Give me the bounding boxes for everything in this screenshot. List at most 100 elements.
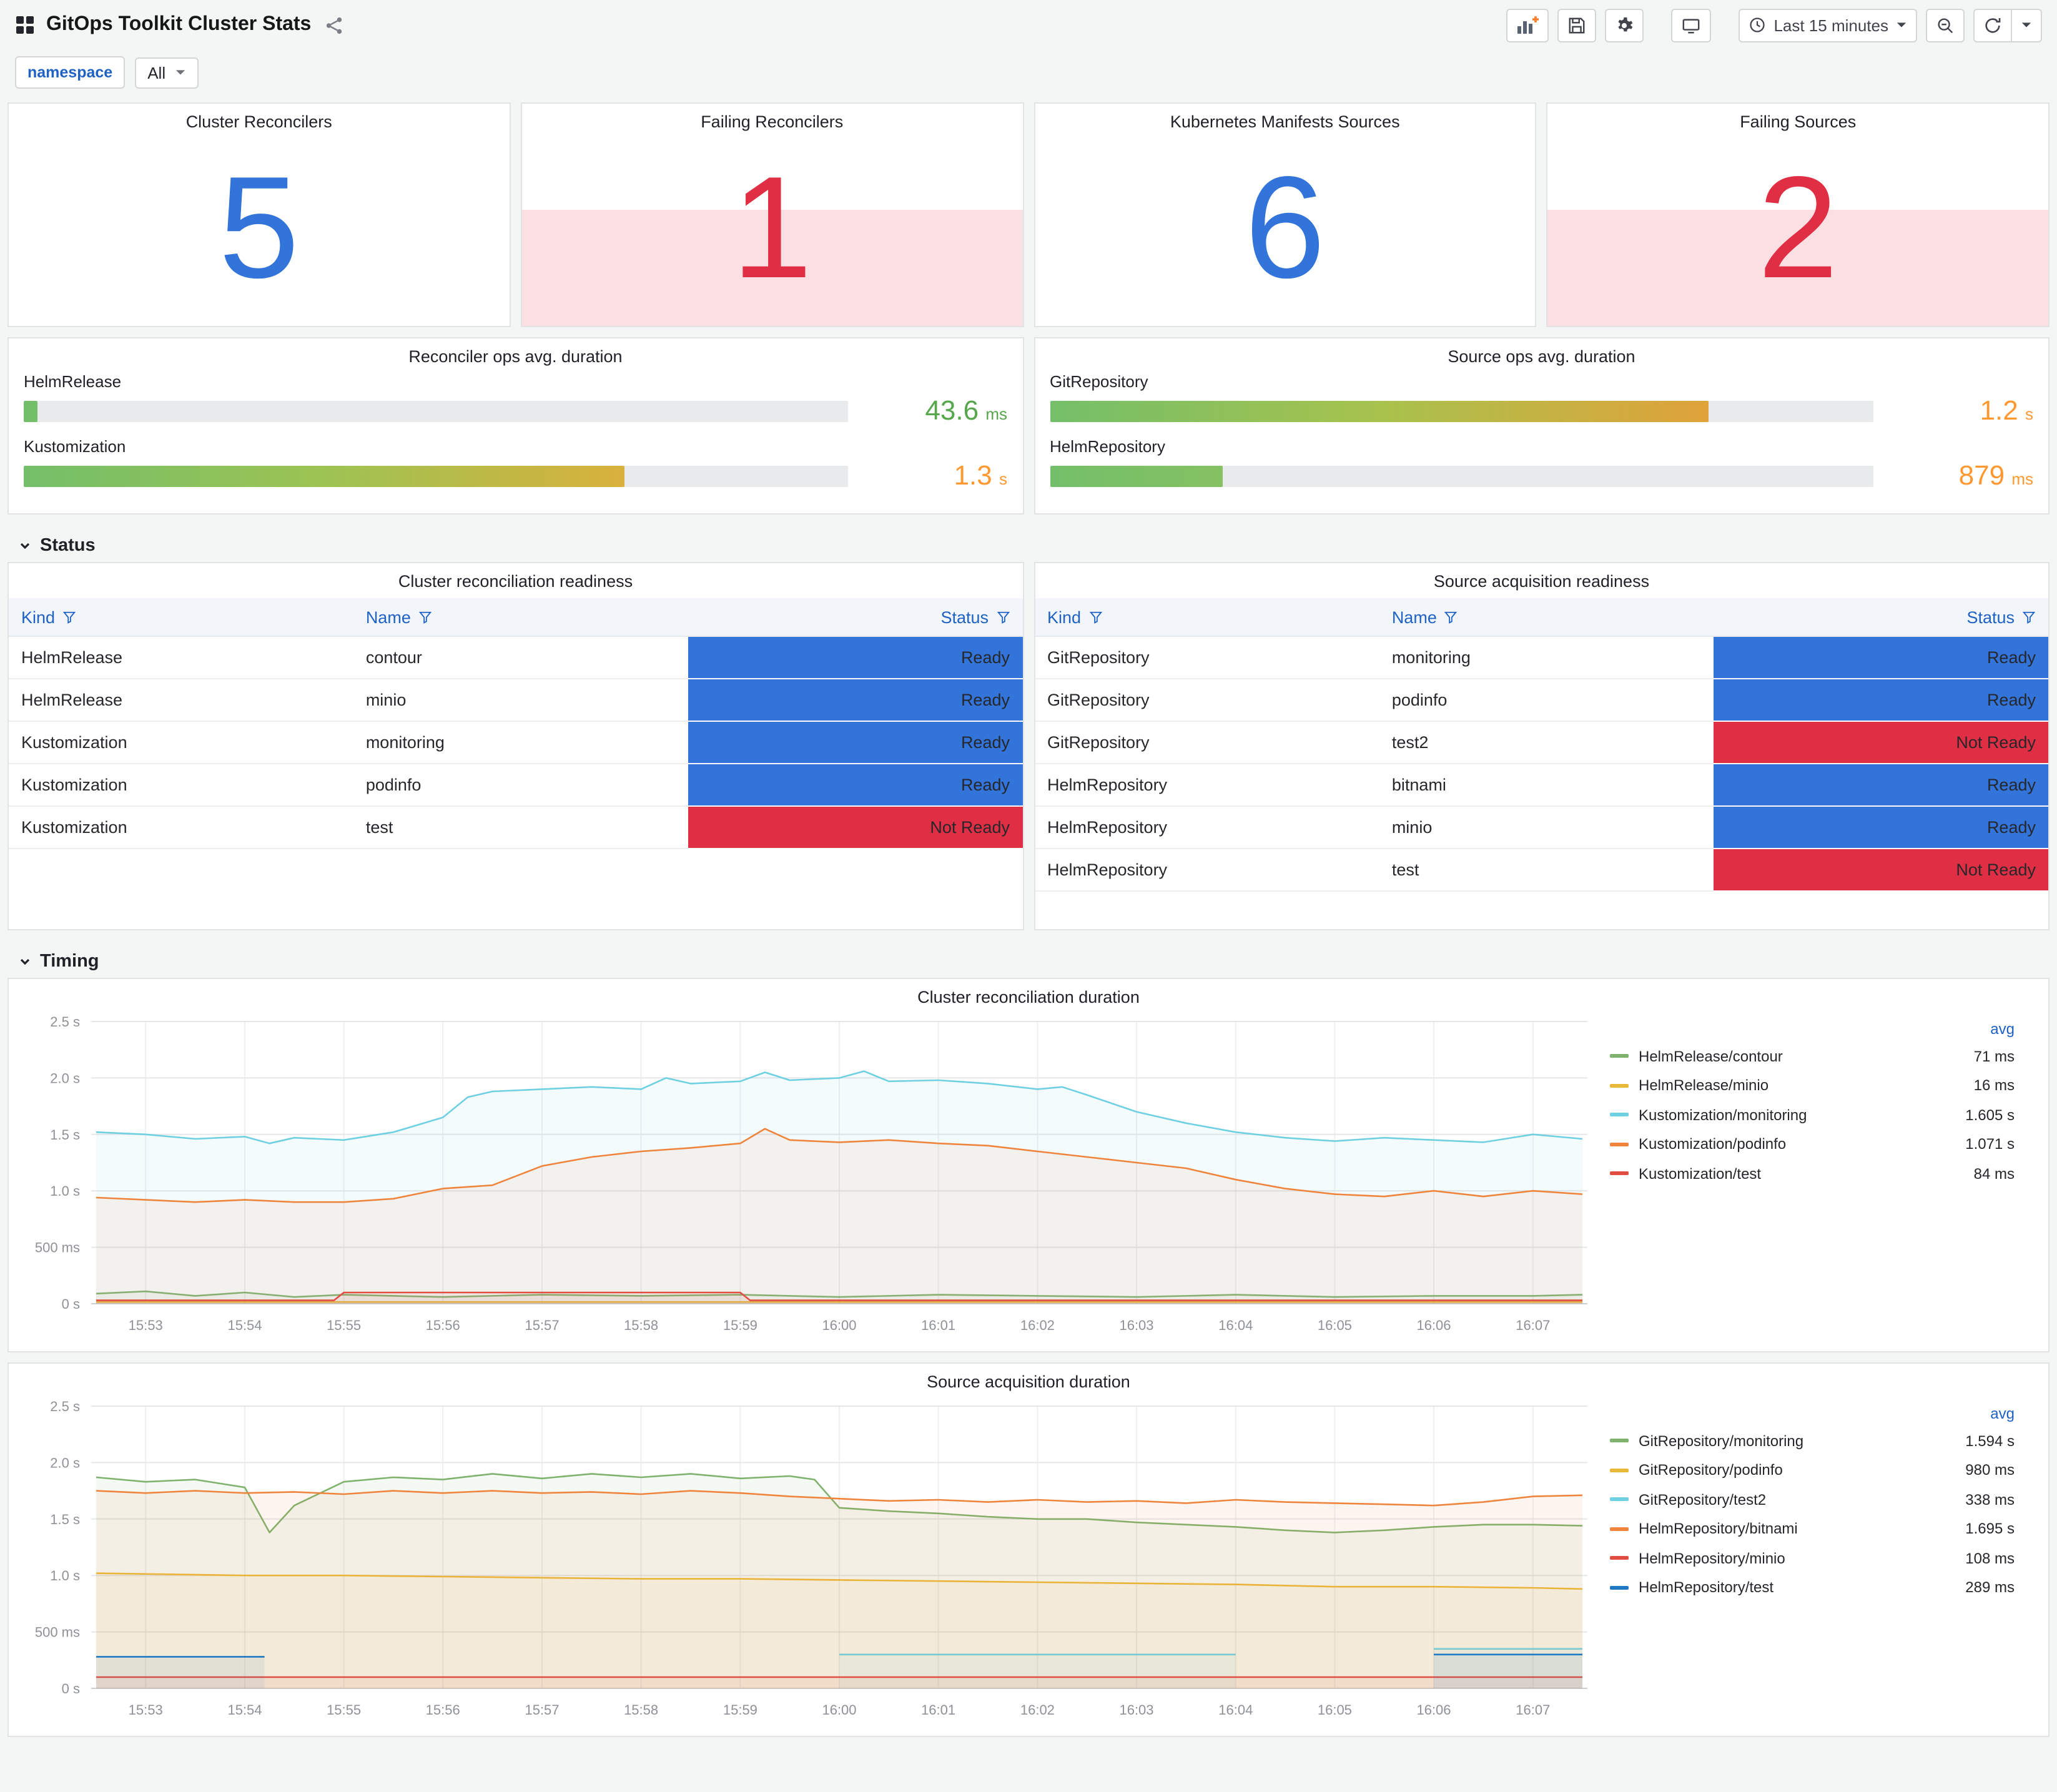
svg-text:16:00: 16:00 [822, 1317, 856, 1333]
panel-title[interactable]: Failing Sources [1740, 112, 1857, 131]
timeseries-plot[interactable]: 15:53 15:54 15:55 15:56 15:57 15:58 15:59 16:00… [11, 1394, 1605, 1726]
gauge-body: GitRepository 1.2 s HelmRepository 879 ms [1050, 372, 2033, 492]
svg-text:2.5 s: 2.5 s [50, 1399, 80, 1414]
stats-row: Cluster Reconcilers 5 Failing Reconciler… [7, 102, 2050, 327]
column-header-kind[interactable]: Kind [9, 598, 353, 637]
svg-text:16:06: 16:06 [1416, 1317, 1451, 1333]
svg-text:1.0 s: 1.0 s [50, 1568, 80, 1583]
legend-item[interactable]: GitRepository/podinfo 980 ms [1610, 1455, 2015, 1485]
svg-text:16:03: 16:03 [1119, 1317, 1153, 1333]
svg-text:500 ms: 500 ms [35, 1625, 80, 1640]
legend-item[interactable]: HelmRelease/contour 71 ms [1610, 1041, 2015, 1071]
time-picker-button[interactable]: Last 15 minutes [1739, 8, 1917, 42]
column-header-name[interactable]: Name [353, 598, 688, 637]
legend-item[interactable]: Kustomization/monitoring 1.605 s [1610, 1100, 2015, 1130]
legend-series-color [1610, 1439, 1629, 1443]
legend-item[interactable]: HelmRepository/minio 108 ms [1610, 1543, 2015, 1573]
add-panel-button[interactable] [1506, 8, 1549, 42]
legend-series-color [1610, 1497, 1629, 1502]
stat-panel: Cluster Reconcilers 5 [7, 102, 511, 327]
svg-text:16:01: 16:01 [921, 1317, 955, 1333]
panel-title[interactable]: Cluster reconciliation readiness [398, 572, 633, 591]
timeseries-plot[interactable]: 15:53 15:54 15:55 15:56 15:57 15:58 15:59 16:00… [11, 1009, 1605, 1341]
legend-item[interactable]: Kustomization/test 84 ms [1610, 1159, 2015, 1188]
section-toggle-timing[interactable]: Timing [7, 943, 2050, 978]
column-header-name[interactable]: Name [1379, 598, 1714, 637]
table-row: Kustomization test Not Ready [9, 806, 1022, 849]
legend-item[interactable]: HelmRelease/minio 16 ms [1610, 1071, 2015, 1100]
panel-title[interactable]: Failing Reconcilers [701, 112, 844, 131]
legend-series-color [1610, 1527, 1629, 1531]
legend-series-avg: 16 ms [1973, 1076, 2015, 1095]
column-header-kind[interactable]: Kind [1035, 598, 1379, 637]
legend-item[interactable]: HelmRepository/bitnami 1.695 s [1610, 1514, 2015, 1543]
stat-value: 1 [731, 146, 812, 308]
caret-down-icon [2021, 22, 2031, 27]
legend-series-avg: 71 ms [1973, 1047, 2015, 1065]
legend-series-name: Kustomization/test [1639, 1164, 1762, 1183]
gauge-value: 1.3 s [954, 460, 1007, 491]
legend-item[interactable]: HelmRepository/test 289 ms [1610, 1573, 2015, 1602]
panel-title[interactable]: Source acquisition readiness [1433, 572, 1650, 591]
refresh-button[interactable] [1973, 8, 2012, 42]
legend-series-name: HelmRepository/test [1639, 1578, 1774, 1597]
panel-title[interactable]: Kubernetes Manifests Sources [1170, 112, 1400, 131]
cell-kind: HelmRepository [1035, 849, 1379, 892]
refresh-interval-dropdown[interactable] [2012, 8, 2042, 42]
zoom-out-button[interactable] [1926, 8, 1965, 42]
panel-title[interactable]: Cluster Reconcilers [185, 112, 332, 131]
chart-legend: avg GitRepository/monitoring 1.594 s GitRep… [1605, 1394, 2030, 1726]
cell-name: test2 [1379, 721, 1714, 764]
svg-text:16:04: 16:04 [1218, 1702, 1253, 1718]
stat-value: 6 [1245, 146, 1326, 308]
legend-item[interactable]: GitRepository/test2 338 ms [1610, 1485, 2015, 1514]
readiness-table: Kind Name Status GitRepository monitoring… [1035, 598, 2048, 892]
dashboard-settings-button[interactable] [1605, 8, 1644, 42]
cell-status: Ready [1714, 806, 2048, 849]
legend-item[interactable]: GitRepository/monitoring 1.594 s [1610, 1426, 2015, 1455]
cell-status: Not Ready [688, 806, 1022, 849]
section-title: Status [40, 536, 96, 556]
legend-series-color [1610, 1083, 1629, 1088]
column-header-status[interactable]: Status [688, 598, 1022, 637]
legend-avg-header[interactable]: avg [1990, 1405, 2015, 1422]
legend-series-name: HelmRelease/contour [1639, 1047, 1783, 1065]
caret-down-icon [175, 70, 185, 75]
panel-title[interactable]: Reconciler ops avg. duration [408, 347, 623, 366]
legend-series-name: GitRepository/test2 [1639, 1490, 1767, 1509]
share-icon[interactable] [325, 16, 343, 34]
cell-kind: Kustomization [9, 721, 353, 764]
cell-kind: GitRepository [1035, 721, 1379, 764]
svg-text:15:57: 15:57 [525, 1702, 559, 1718]
panel-title[interactable]: Source ops avg. duration [1448, 347, 1635, 366]
zoom-out-icon [1938, 17, 1953, 33]
panel-title[interactable]: Source acquisition duration [927, 1372, 1130, 1391]
svg-text:0 s: 0 s [62, 1681, 80, 1696]
column-header-status[interactable]: Status [1714, 598, 2048, 637]
table-row: Kustomization monitoring Ready [9, 721, 1022, 764]
dashboard-grid-icon[interactable] [15, 15, 35, 35]
variable-namespace-label[interactable]: namespace [15, 56, 126, 89]
svg-text:15:59: 15:59 [723, 1317, 757, 1333]
cell-status: Ready [688, 764, 1022, 807]
legend-avg-header[interactable]: avg [1990, 1020, 2015, 1038]
table-row: Kustomization podinfo Ready [9, 764, 1022, 807]
legend-series-color [1610, 1113, 1629, 1117]
gauge-label: GitRepository [1050, 372, 1148, 391]
save-icon [1569, 17, 1585, 33]
cell-name: test [1379, 849, 1714, 892]
chevron-down-icon [20, 543, 30, 549]
cycle-view-button[interactable] [1671, 8, 1712, 42]
legend-series-color [1610, 1556, 1629, 1560]
filter-funnel-icon [1444, 611, 1458, 623]
legend-series-color [1610, 1468, 1629, 1472]
section-toggle-status[interactable]: Status [7, 527, 2050, 562]
panel-title[interactable]: Cluster reconciliation duration [917, 988, 1140, 1007]
save-dashboard-button[interactable] [1557, 8, 1597, 42]
legend-series-avg: 1.071 s [1965, 1135, 2015, 1153]
variable-namespace-select[interactable]: All [135, 57, 199, 88]
svg-text:1.0 s: 1.0 s [50, 1183, 80, 1199]
svg-text:15:54: 15:54 [227, 1702, 262, 1718]
legend-item[interactable]: Kustomization/podinfo 1.071 s [1610, 1130, 2015, 1159]
